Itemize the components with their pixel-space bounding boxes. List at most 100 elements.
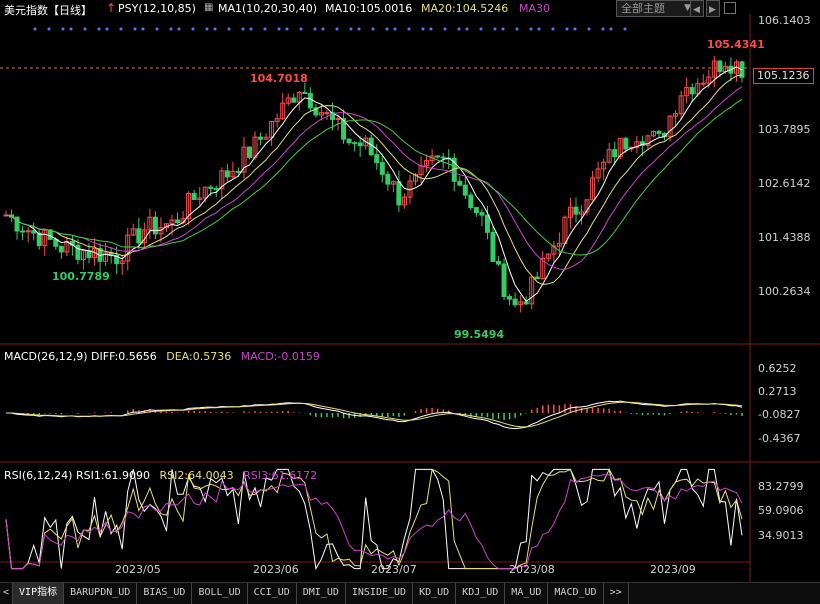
signal-dot	[529, 27, 533, 31]
rsi-tick-1: 83.2799	[758, 480, 804, 493]
nav-right-button[interactable]: ▶	[706, 0, 720, 17]
ma30-value: MA30	[519, 2, 551, 15]
candle-body	[335, 118, 341, 121]
maximize-icon[interactable]	[724, 2, 736, 14]
signal-dot	[407, 27, 411, 31]
candle-body	[545, 253, 551, 259]
price-tick-3: 102.6142	[758, 177, 811, 190]
macd-tick-2: 0.2713	[758, 385, 797, 398]
candle-body	[706, 76, 712, 84]
candle-body	[462, 184, 468, 196]
signal-dot	[69, 27, 73, 31]
signal-dot	[83, 27, 87, 31]
signal-dot	[493, 27, 497, 31]
candle-body	[307, 92, 313, 109]
price-tick-2: 103.7895	[758, 123, 811, 136]
candle-body	[36, 232, 42, 247]
nav-left-button[interactable]: ◀	[690, 0, 704, 17]
signal-dot	[191, 27, 195, 31]
candle-body	[235, 170, 241, 173]
signal-dot	[515, 27, 519, 31]
candle-body	[379, 162, 385, 175]
current-price-box: 105.1236	[753, 68, 814, 84]
candle-body	[523, 301, 529, 305]
date-label-may: 2023/05	[115, 563, 161, 576]
chart-canvas[interactable]	[0, 0, 820, 582]
candle-body	[468, 194, 474, 209]
tab-more[interactable]: >>	[604, 583, 629, 604]
signal-dot	[141, 27, 145, 31]
candle-body	[612, 149, 618, 158]
candle-body	[656, 130, 662, 134]
ma-line	[5, 66, 743, 303]
theme-dropdown[interactable]: 全部主题 ▼	[616, 0, 696, 17]
candle-body	[424, 160, 430, 167]
candle-body	[496, 261, 502, 265]
rsi-line	[5, 468, 743, 570]
tab-kdj[interactable]: KDJ_UD	[456, 583, 506, 604]
tab-scroll-left[interactable]: <	[0, 583, 14, 604]
candle-body	[42, 229, 48, 247]
candle-body	[213, 187, 219, 190]
candle-body	[490, 231, 496, 263]
signal-dot	[357, 27, 361, 31]
signal-dot	[205, 27, 209, 31]
tab-boll[interactable]: BOLL_UD	[192, 583, 248, 604]
candle-body	[473, 207, 479, 214]
candle-body	[529, 276, 535, 305]
tab-cci[interactable]: CCI_UD	[248, 583, 297, 604]
candle-body	[606, 149, 612, 163]
high-annotation-1: 104.7018	[250, 72, 308, 85]
candle-body	[501, 263, 507, 298]
candle-body	[14, 216, 20, 232]
tab-vip[interactable]: VIP指标	[13, 583, 65, 604]
candle-body	[269, 120, 275, 138]
signal-dot	[285, 27, 289, 31]
candle-body	[246, 146, 252, 158]
macd-line	[6, 401, 743, 428]
tab-dmi[interactable]: DMI_UD	[297, 583, 346, 604]
arrow-left-icon: ◀	[693, 5, 700, 15]
chevron-down-icon: ▼	[684, 3, 691, 13]
macd-value: MACD:-0.0159	[240, 350, 320, 363]
macd-header: MACD(26,12,9) DIFF:0.5656 DEA:0.5736 MAC…	[4, 350, 320, 363]
signal-dot	[213, 27, 217, 31]
macd-diff: DIFF:0.5656	[91, 350, 157, 363]
rsi-line	[5, 474, 743, 570]
candle-body	[357, 142, 363, 147]
tab-barupdn[interactable]: BARUPDN_UD	[64, 583, 138, 604]
candle-body	[274, 118, 280, 122]
signal-dot	[227, 27, 231, 31]
candle-body	[285, 97, 291, 104]
candle-body	[645, 135, 651, 146]
signal-dot	[249, 27, 253, 31]
tab-inside[interactable]: INSIDE_UD	[346, 583, 414, 604]
candle-body	[678, 95, 684, 115]
candle-body	[684, 87, 690, 97]
candle-body	[152, 216, 158, 235]
ma20-value: MA20:104.5246	[421, 2, 509, 15]
rsi-tick-2: 59.0906	[758, 504, 804, 517]
candle-body	[457, 180, 463, 186]
macd-histogram	[10, 404, 743, 421]
arrow-up-icon: ↑	[106, 1, 117, 15]
rsi3-value: RSI3:61.6172	[243, 469, 318, 482]
theme-dropdown-label: 全部主题	[621, 2, 665, 15]
signal-dot	[241, 27, 245, 31]
candle-body	[324, 112, 330, 115]
candle-body	[590, 177, 596, 201]
candle-body	[313, 107, 319, 116]
signal-dot	[61, 27, 65, 31]
candle-body	[208, 186, 214, 189]
candle-body	[291, 97, 297, 103]
tab-ma[interactable]: MA_UD	[505, 583, 549, 604]
date-label-sep: 2023/09	[650, 563, 696, 576]
signal-dot	[501, 27, 505, 31]
tab-macd[interactable]: MACD_UD	[548, 583, 604, 604]
candle-body	[318, 112, 324, 116]
candle-body	[512, 298, 518, 306]
tab-bias[interactable]: BIAS_UD	[137, 583, 193, 604]
candle-body	[435, 155, 441, 158]
tab-kd[interactable]: KD_UD	[413, 583, 457, 604]
signal-dots	[33, 27, 627, 31]
